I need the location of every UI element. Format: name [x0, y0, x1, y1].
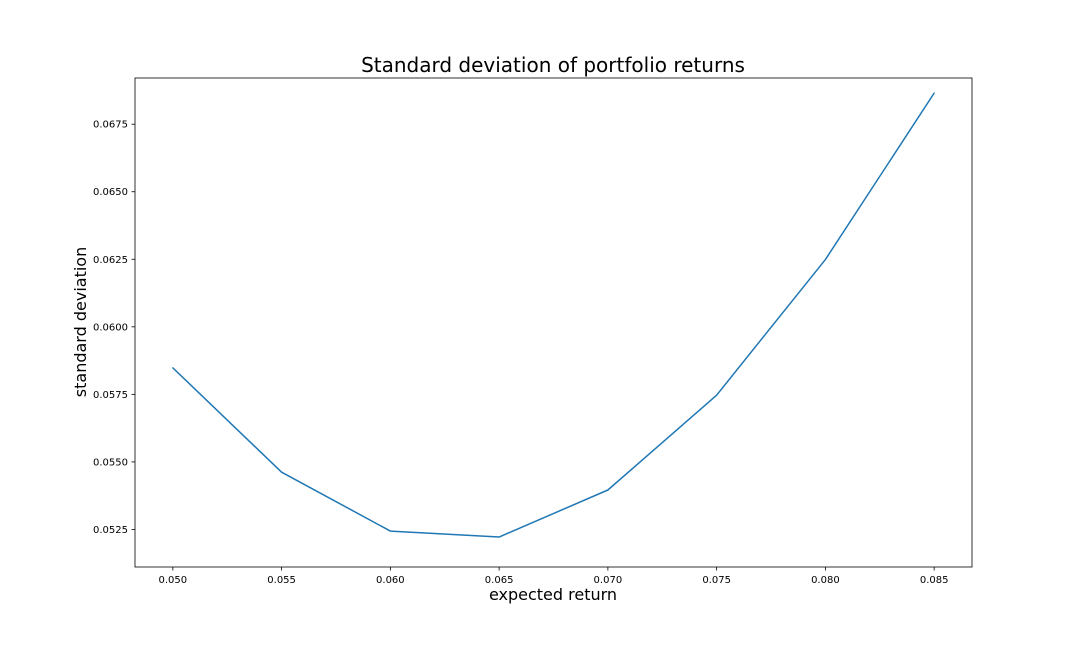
y-tick-label: 0.0625: [93, 255, 128, 266]
plot-area-frame: [134, 77, 973, 568]
series-line: [172, 92, 935, 538]
x-tick-label: 0.085: [920, 575, 949, 586]
x-tick-label: 0.050: [159, 575, 188, 586]
x-tick-label: 0.060: [376, 575, 405, 586]
x-tick-label: 0.065: [485, 575, 514, 586]
x-tick-label: 0.075: [702, 575, 731, 586]
y-tick-label: 0.0525: [93, 525, 128, 536]
x-tick-label: 0.070: [594, 575, 623, 586]
y-axis-label: standard deviation: [71, 247, 90, 397]
y-tick-label: 0.0550: [93, 457, 128, 468]
x-axis-label: expected return: [489, 585, 617, 604]
y-tick-label: 0.0575: [93, 390, 128, 401]
y-axis-ticks: 0.0525 0.0550 0.0575 0.0600 0.0625 0.0650 0.06…: [93, 120, 135, 536]
x-tick-label: 0.055: [267, 575, 296, 586]
y-tick-label: 0.0675: [93, 120, 128, 131]
chart-title: Standard deviation of portfolio returns: [361, 53, 745, 77]
y-tick-label: 0.0650: [93, 187, 128, 198]
x-tick-label: 0.080: [811, 575, 840, 586]
x-axis-ticks: 0.050 0.055 0.060 0.065 0.070 0.075 0.080 0.085: [159, 567, 949, 586]
y-tick-label: 0.0600: [93, 322, 128, 333]
plot-series: [172, 92, 935, 538]
